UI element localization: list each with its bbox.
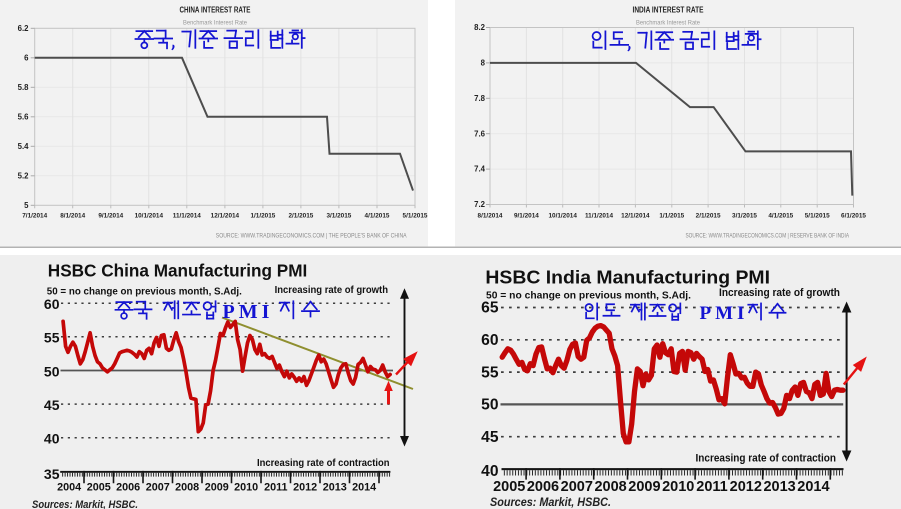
svg-text:5/1/2015: 5/1/2015 <box>805 213 830 220</box>
svg-text:50 = no change on previous mon: 50 = no change on previous month, S.Adj. <box>47 287 242 298</box>
svg-text:Sources: Markit, HSBC.: Sources: Markit, HSBC. <box>490 495 611 509</box>
svg-text:8.2: 8.2 <box>474 23 486 32</box>
svg-text:5.8: 5.8 <box>18 83 30 92</box>
svg-text:Increasing rate of contraction: Increasing rate of contraction <box>257 458 390 469</box>
svg-text:5.2: 5.2 <box>18 171 30 180</box>
svg-text:SOURCE: WWW.TRADINGECONOMICS.: SOURCE: WWW.TRADINGECONOMICS.COM | RESER… <box>686 232 850 239</box>
svg-text:1/1/2015: 1/1/2015 <box>250 213 275 220</box>
svg-text:5.4: 5.4 <box>18 142 30 151</box>
svg-text:5/1/2015: 5/1/2015 <box>403 213 428 220</box>
svg-text:2/1/2015: 2/1/2015 <box>696 213 721 220</box>
svg-text:2011: 2011 <box>264 481 287 493</box>
svg-text:45: 45 <box>481 429 499 446</box>
svg-text:Sources: Markit, HSBC.: Sources: Markit, HSBC. <box>32 499 138 509</box>
svg-text:7.8: 7.8 <box>474 94 486 103</box>
svg-text:60: 60 <box>481 332 499 349</box>
svg-text:2006: 2006 <box>116 481 140 493</box>
svg-text:2010: 2010 <box>234 481 258 493</box>
svg-text:2014: 2014 <box>352 481 376 493</box>
svg-text:11/1/2014: 11/1/2014 <box>585 213 614 220</box>
svg-text:7.2: 7.2 <box>474 200 486 209</box>
svg-text:10/1/2014: 10/1/2014 <box>135 213 164 220</box>
svg-text:SOURCE: WWW.TRADINGECONOMICS.: SOURCE: WWW.TRADINGECONOMICS.COM | THE P… <box>216 232 407 239</box>
svg-text:8/1/2014: 8/1/2014 <box>478 213 503 220</box>
svg-text:50: 50 <box>481 397 499 414</box>
svg-text:2009: 2009 <box>205 481 229 493</box>
svg-text:5: 5 <box>24 201 29 210</box>
svg-text:2005: 2005 <box>493 479 525 495</box>
svg-text:3/1/2015: 3/1/2015 <box>732 213 757 220</box>
svg-text:3/1/2015: 3/1/2015 <box>326 213 351 220</box>
svg-text:6: 6 <box>24 53 29 62</box>
svg-text:45: 45 <box>44 397 60 413</box>
svg-text:60: 60 <box>44 296 60 312</box>
svg-text:6.2: 6.2 <box>18 24 30 33</box>
svg-text:8/1/2014: 8/1/2014 <box>60 213 85 220</box>
svg-text:INDIA INTEREST RATE: INDIA INTEREST RATE <box>633 5 704 15</box>
svg-text:40: 40 <box>44 431 60 447</box>
svg-text:2010: 2010 <box>662 479 694 495</box>
svg-text:2007: 2007 <box>561 479 593 495</box>
svg-text:1/1/2015: 1/1/2015 <box>659 213 684 220</box>
svg-text:2012: 2012 <box>730 479 762 495</box>
svg-text:9/1/2014: 9/1/2014 <box>98 213 123 220</box>
svg-text:7.4: 7.4 <box>474 165 486 174</box>
svg-text:50 = no change on previous mon: 50 = no change on previous month, S.Adj. <box>486 289 691 301</box>
svg-text:2014: 2014 <box>797 479 829 495</box>
svg-text:11/1/2014: 11/1/2014 <box>173 213 202 220</box>
svg-text:55: 55 <box>481 364 499 381</box>
svg-text:7/1/2014: 7/1/2014 <box>22 213 47 220</box>
svg-text:PMI: PMI <box>700 303 749 324</box>
svg-text:Increasing rate of growth: Increasing rate of growth <box>719 287 840 299</box>
svg-text:Increasing rate of growth: Increasing rate of growth <box>275 285 388 296</box>
svg-text:PMI: PMI <box>223 301 274 323</box>
svg-text:4/1/2015: 4/1/2015 <box>768 213 793 220</box>
svg-text:12/1/2014: 12/1/2014 <box>621 213 650 220</box>
svg-text:40: 40 <box>481 463 499 480</box>
svg-text:2004: 2004 <box>57 481 81 493</box>
svg-text:2013: 2013 <box>323 481 347 493</box>
svg-text:35: 35 <box>44 466 60 482</box>
svg-text:2005: 2005 <box>87 481 111 493</box>
svg-text:2012: 2012 <box>293 481 317 493</box>
svg-text:65: 65 <box>481 300 499 317</box>
svg-text:2006: 2006 <box>527 479 559 495</box>
svg-text:55: 55 <box>44 330 60 346</box>
svg-text:2009: 2009 <box>628 479 660 495</box>
svg-text:2013: 2013 <box>763 479 795 495</box>
svg-text:2008: 2008 <box>594 479 626 495</box>
svg-text:2011: 2011 <box>696 479 727 495</box>
svg-text:4/1/2015: 4/1/2015 <box>365 213 390 220</box>
svg-text:8: 8 <box>481 59 486 68</box>
svg-text:HSBC India Manufacturing PMI: HSBC India Manufacturing PMI <box>485 267 770 288</box>
svg-text:Benchmark Interest Rate: Benchmark Interest Rate <box>183 20 247 27</box>
svg-text:50: 50 <box>44 363 60 379</box>
svg-text:HSBC China Manufacturing PMI: HSBC China Manufacturing PMI <box>48 260 308 280</box>
svg-text:Increasing rate of contraction: Increasing rate of contraction <box>696 452 837 464</box>
svg-text:10/1/2014: 10/1/2014 <box>548 213 577 220</box>
svg-text:7.6: 7.6 <box>474 129 486 138</box>
svg-text:5.6: 5.6 <box>18 112 30 121</box>
svg-text:12/1/2014: 12/1/2014 <box>211 213 240 220</box>
svg-text:2008: 2008 <box>175 481 199 493</box>
svg-text:2/1/2015: 2/1/2015 <box>288 213 313 220</box>
svg-text:6/1/2015: 6/1/2015 <box>841 213 866 220</box>
svg-text:9/1/2014: 9/1/2014 <box>514 213 539 220</box>
svg-text:Benchmark Interest Rate: Benchmark Interest Rate <box>636 20 700 27</box>
svg-text:2007: 2007 <box>146 481 170 493</box>
svg-text:CHINA INTEREST RATE: CHINA INTEREST RATE <box>180 5 251 15</box>
